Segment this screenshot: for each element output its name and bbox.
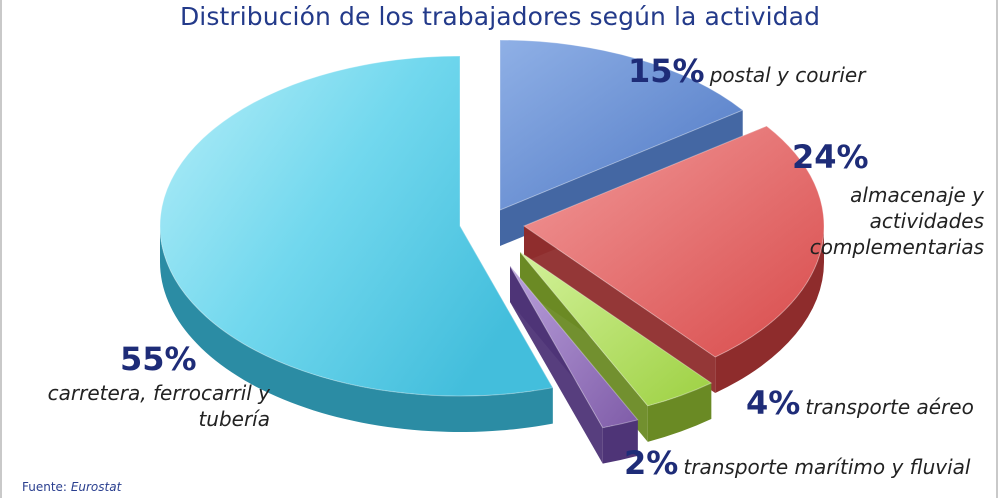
label-maritimo-value: 2% xyxy=(624,444,679,482)
label-almacenaje: 24% almacenaje y actividades complementa… xyxy=(788,138,988,260)
pie-slice-maritimo-top xyxy=(509,265,639,429)
label-almacenaje-text: almacenaje y actividades complementarias xyxy=(809,183,984,259)
pie-slice-almacenaje-top xyxy=(522,125,825,358)
pie-slice-maritimo xyxy=(509,265,639,464)
label-aereo: 4% transporte aéreo xyxy=(746,384,974,422)
pie-slice-aereo xyxy=(519,251,713,442)
source-name: Eurostat xyxy=(70,480,122,494)
label-postal-text: postal y courier xyxy=(709,63,866,87)
label-postal: 15% postal y courier xyxy=(628,52,865,90)
label-postal-value: 15% xyxy=(628,52,705,90)
label-carretera: 55% carretera, ferrocarril y tubería xyxy=(30,340,270,432)
pie-slice-carretera-top xyxy=(159,55,554,397)
label-maritimo: 2% transporte marítimo y fluvial xyxy=(624,444,970,482)
label-aereo-text: transporte aéreo xyxy=(805,395,974,419)
chart-title: Distribución de los trabajadores según l… xyxy=(179,2,821,31)
source-label: Fuente: xyxy=(22,480,67,494)
label-carretera-text: carretera, ferrocarril y tubería xyxy=(47,381,270,431)
pie-slice-almacenaje xyxy=(522,125,825,393)
pie-slice-aereo-top xyxy=(519,251,713,407)
label-aereo-value: 4% xyxy=(746,384,801,422)
pie-slice-carretera xyxy=(159,55,554,432)
pie-slice-maritimo-side-0 xyxy=(602,419,638,464)
label-almacenaje-value: 24% xyxy=(792,138,869,176)
label-carretera-value: 55% xyxy=(120,340,197,378)
pie-slice-aereo-side-0 xyxy=(647,382,712,442)
pie-slice-almacenaje-side-0 xyxy=(715,226,824,393)
pie-slice-carretera-side-0 xyxy=(160,226,553,432)
pie-slice-almacenaje-edge-1 xyxy=(524,226,716,393)
label-maritimo-text: transporte marítimo y fluvial xyxy=(683,455,971,479)
source-note: Fuente: Eurostat xyxy=(22,480,121,494)
pie-slice-postal-top xyxy=(499,39,744,211)
pie-slice-maritimo-edge-1 xyxy=(510,266,603,464)
